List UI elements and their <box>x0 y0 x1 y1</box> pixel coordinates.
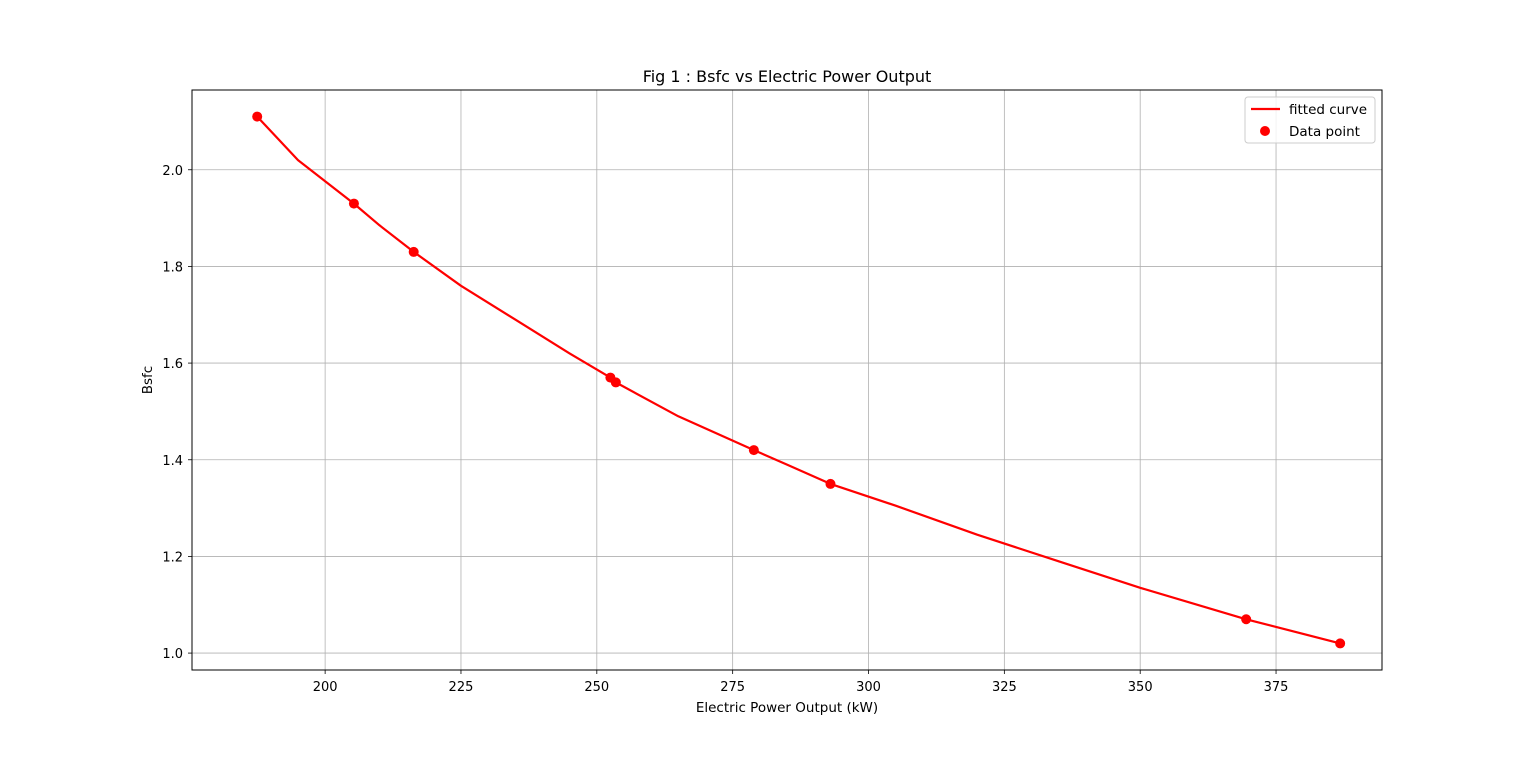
data-point-marker <box>1335 638 1346 649</box>
x-tick-label: 350 <box>1128 680 1153 695</box>
x-tick-label: 300 <box>856 680 881 695</box>
x-tick-label: 200 <box>313 680 338 695</box>
data-point-marker <box>610 377 621 388</box>
legend: fitted curve Data point <box>1244 96 1376 144</box>
y-tick-label: 1.6 <box>162 357 183 372</box>
x-tick-label: 375 <box>1264 680 1289 695</box>
y-tick-label: 2.0 <box>162 164 183 179</box>
y-tick-label: 1.0 <box>162 647 183 662</box>
data-point-marker <box>348 198 359 209</box>
data-point-marker <box>748 445 759 456</box>
y-tick-label: 1.8 <box>162 260 183 275</box>
x-tick-label: 225 <box>449 680 474 695</box>
y-axis-label: Bsfc <box>140 366 156 394</box>
data-point-marker <box>825 478 836 489</box>
data-point-marker <box>1241 614 1252 625</box>
fitted-curve-line <box>256 115 1341 645</box>
legend-label-fitted-curve: fitted curve <box>1289 102 1367 118</box>
tick-layer: 200 225 250 275 300 325 350 375 1.0 1.2 1.4 1.6 1.8 2… <box>162 164 1288 695</box>
data-point-marker <box>408 246 419 257</box>
y-tick-label: 1.2 <box>162 550 183 565</box>
x-tick-label: 275 <box>720 680 745 695</box>
legend-label-data-point: Data point <box>1289 124 1360 140</box>
plot-frame <box>191 89 1383 671</box>
x-tick-label: 250 <box>584 680 609 695</box>
series-layer <box>252 111 1346 649</box>
y-tick-label: 1.4 <box>162 454 183 469</box>
grid-layer <box>192 90 1382 670</box>
chart-title: Fig 1 : Bsfc vs Electric Power Output <box>643 67 932 86</box>
legend-marker-swatch <box>1260 126 1270 136</box>
x-tick-label: 325 <box>992 680 1017 695</box>
data-point-marker <box>252 111 263 122</box>
x-axis-label: Electric Power Output (kW) <box>696 700 878 716</box>
